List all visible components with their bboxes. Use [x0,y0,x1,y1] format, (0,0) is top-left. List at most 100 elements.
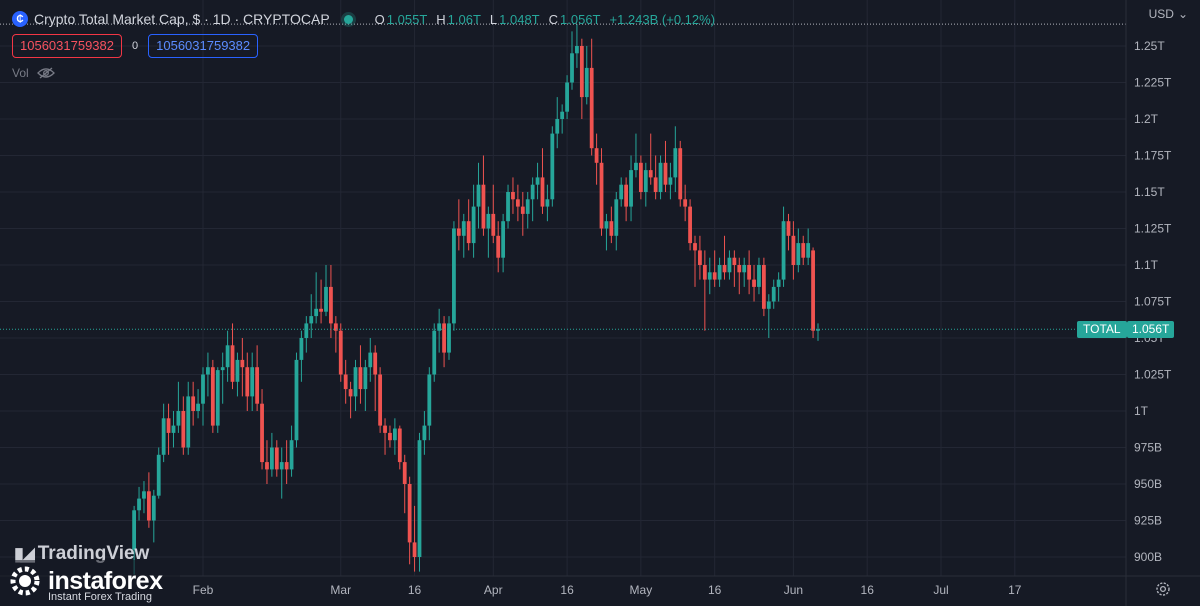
candle[interactable] [781,206,786,287]
candle[interactable] [634,133,638,178]
candle[interactable] [397,425,402,470]
candle[interactable] [693,235,697,287]
candle[interactable] [235,352,240,397]
candle[interactable] [466,199,471,251]
candle[interactable] [215,367,220,433]
candle[interactable] [476,162,481,229]
candle[interactable] [171,411,176,448]
candle[interactable] [727,250,732,280]
candle[interactable] [442,316,446,368]
candle[interactable] [447,316,451,360]
candle[interactable] [501,213,506,273]
candle[interactable] [255,345,260,411]
candle[interactable] [570,31,574,90]
candle[interactable] [673,126,678,192]
candle[interactable] [294,352,299,448]
candle[interactable] [658,155,663,200]
currency-selector[interactable]: USD ⌄ [1149,7,1188,21]
candle[interactable] [269,432,274,477]
candle[interactable] [619,177,624,207]
candle[interactable] [511,177,515,214]
candle[interactable] [496,221,501,273]
candle[interactable] [643,162,648,207]
candle[interactable] [796,228,801,273]
candle[interactable] [604,213,609,251]
candle[interactable] [678,140,683,207]
candle[interactable] [653,155,658,200]
candle[interactable] [742,257,747,287]
candle[interactable] [550,126,555,207]
candle[interactable] [319,279,323,324]
coin-icon[interactable]: ₵ [12,11,28,27]
candle[interactable] [210,359,215,433]
candle[interactable] [486,206,491,258]
candle[interactable] [324,265,328,317]
candle[interactable] [579,38,584,119]
candle[interactable] [422,411,427,455]
candle[interactable] [427,367,432,441]
candle[interactable] [584,46,589,105]
input-left-value[interactable]: 1056031759382 [12,34,122,58]
candle[interactable] [417,432,422,572]
candle[interactable] [737,257,742,295]
candle[interactable] [575,24,579,68]
candle[interactable] [668,162,673,200]
candle[interactable] [284,440,289,484]
candle[interactable] [274,440,279,477]
candle[interactable] [515,184,520,222]
candle[interactable] [594,133,599,185]
candle[interactable] [609,206,614,244]
candle[interactable] [806,228,811,266]
candle[interactable] [757,257,761,295]
candle[interactable] [629,155,633,222]
candle[interactable] [452,221,456,331]
candle[interactable] [245,352,250,411]
candle[interactable] [717,257,722,287]
candle[interactable] [265,440,269,484]
candle[interactable] [191,381,196,426]
candle[interactable] [506,184,510,229]
candle[interactable] [260,389,264,470]
candle[interactable] [456,199,461,251]
eye-hidden-icon[interactable] [36,67,55,79]
candle[interactable] [791,221,796,280]
candle[interactable] [343,359,348,404]
candle[interactable] [761,257,766,317]
candle[interactable] [338,323,343,382]
volume-legend[interactable]: Vol [12,66,55,80]
candle[interactable] [589,38,594,156]
candle[interactable] [392,418,397,455]
candle[interactable] [471,184,476,258]
symbol-title[interactable]: Crypto Total Market Cap, $ · 1D · CRYPTO… [34,11,330,27]
candle[interactable] [648,133,653,185]
candle[interactable] [771,279,776,309]
candle[interactable] [181,396,186,455]
candle[interactable] [196,389,200,419]
candle[interactable] [383,418,387,455]
candle[interactable] [151,489,156,543]
candle[interactable] [437,308,442,353]
candle[interactable] [786,213,791,251]
candle[interactable] [314,272,319,324]
candle[interactable] [240,338,245,397]
candle[interactable] [353,359,358,411]
candle[interactable] [702,250,707,331]
candle[interactable] [722,235,727,280]
candle[interactable] [378,367,383,433]
candle[interactable] [166,403,171,455]
candle[interactable] [732,250,737,287]
candle[interactable] [801,235,806,265]
candle[interactable] [348,381,353,419]
candle[interactable] [250,352,255,411]
candle[interactable] [333,316,338,353]
candle[interactable] [707,257,712,295]
candle[interactable] [688,199,692,251]
candle[interactable] [481,155,486,236]
candle[interactable] [137,486,141,521]
input-right-value[interactable]: 1056031759382 [148,34,259,58]
candle[interactable] [624,177,629,222]
candle[interactable] [525,192,530,229]
candle[interactable] [201,367,205,426]
candle[interactable] [220,352,225,404]
candle[interactable] [279,447,284,499]
